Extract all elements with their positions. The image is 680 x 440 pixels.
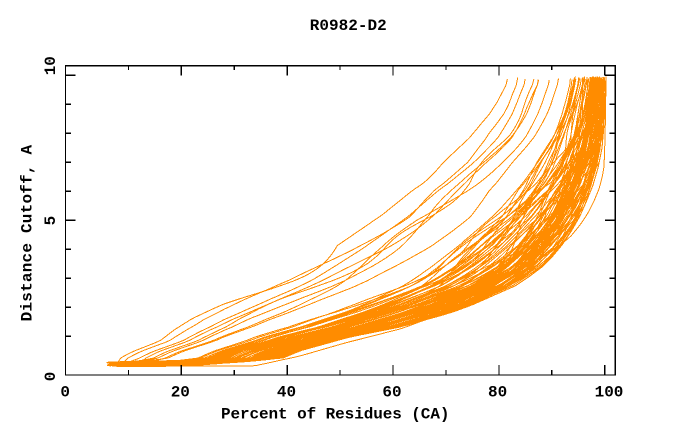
svg-text:80: 80 bbox=[488, 383, 507, 401]
svg-text:100: 100 bbox=[595, 383, 624, 401]
svg-text:Percent of Residues (CA): Percent of Residues (CA) bbox=[221, 405, 450, 423]
svg-text:5: 5 bbox=[42, 216, 60, 226]
svg-text:60: 60 bbox=[382, 383, 401, 401]
svg-text:20: 20 bbox=[171, 383, 190, 401]
svg-text:R0982-D2: R0982-D2 bbox=[310, 17, 387, 35]
svg-text:40: 40 bbox=[277, 383, 296, 401]
svg-text:Distance Cutoff, A: Distance Cutoff, A bbox=[18, 144, 36, 321]
svg-text:10: 10 bbox=[42, 56, 60, 75]
svg-text:0: 0 bbox=[60, 383, 70, 401]
svg-text:0: 0 bbox=[42, 372, 60, 382]
